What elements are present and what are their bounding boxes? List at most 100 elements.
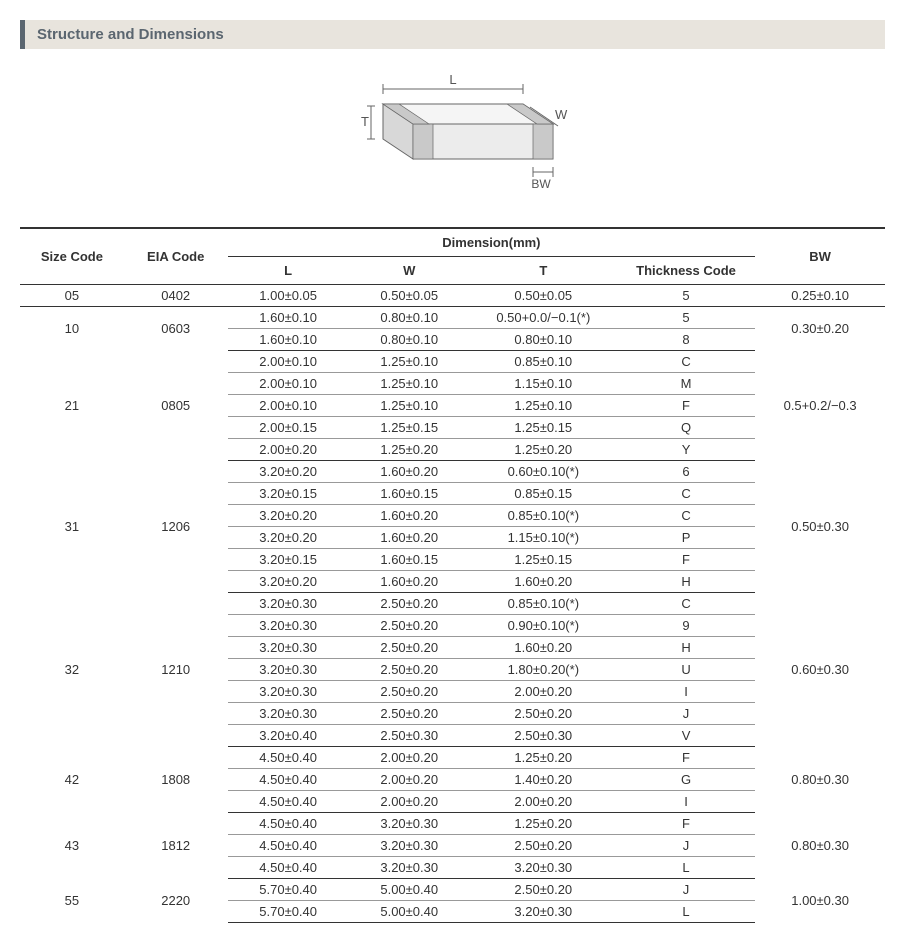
cell-t: 1.40±0.20 (470, 769, 617, 791)
cell-bw: 0.30±0.20 (755, 307, 885, 351)
cell-t: 1.25±0.20 (470, 747, 617, 769)
cell-thick: 8 (617, 329, 755, 351)
cell-thick: M (617, 373, 755, 395)
cell-w: 2.50±0.20 (349, 703, 470, 725)
cell-w: 2.50±0.20 (349, 637, 470, 659)
table-row: 0504021.00±0.050.50±0.050.50±0.0550.25±0… (20, 285, 885, 307)
cell-size-code: 32 (20, 593, 124, 747)
cell-eia-code: 0603 (124, 307, 228, 351)
cell-l: 3.20±0.30 (228, 703, 349, 725)
table-row: 3112063.20±0.201.60±0.200.60±0.10(*)60.5… (20, 461, 885, 483)
cell-t: 1.80±0.20(*) (470, 659, 617, 681)
cell-t: 0.80±0.10 (470, 329, 617, 351)
col-bw: BW (755, 228, 885, 285)
cell-l: 3.20±0.30 (228, 681, 349, 703)
cell-t: 0.85±0.10(*) (470, 593, 617, 615)
cell-l: 2.00±0.10 (228, 395, 349, 417)
cell-eia-code: 2220 (124, 879, 228, 923)
table-row: 4318124.50±0.403.20±0.301.25±0.20F0.80±0… (20, 813, 885, 835)
cell-l: 1.00±0.05 (228, 285, 349, 307)
cell-thick: 5 (617, 285, 755, 307)
cell-eia-code: 0402 (124, 285, 228, 307)
cell-size-code: 31 (20, 461, 124, 593)
cell-w: 5.00±0.40 (349, 901, 470, 923)
diagram-label-BW: BW (531, 177, 551, 191)
cell-t: 2.00±0.20 (470, 791, 617, 813)
cell-thick: 6 (617, 461, 755, 483)
cell-w: 1.60±0.20 (349, 505, 470, 527)
cell-w: 3.20±0.30 (349, 857, 470, 879)
cell-l: 2.00±0.20 (228, 439, 349, 461)
cell-t: 2.00±0.20 (470, 681, 617, 703)
col-dimension: Dimension(mm) (228, 228, 756, 257)
cell-w: 1.25±0.10 (349, 373, 470, 395)
cell-t: 1.25±0.20 (470, 813, 617, 835)
cell-thick: 9 (617, 615, 755, 637)
cell-t: 2.50±0.20 (470, 879, 617, 901)
cell-l: 4.50±0.40 (228, 747, 349, 769)
cell-thick: F (617, 395, 755, 417)
cell-thick: G (617, 769, 755, 791)
cell-l: 3.20±0.20 (228, 461, 349, 483)
cell-t: 1.25±0.20 (470, 439, 617, 461)
cell-l: 2.00±0.10 (228, 373, 349, 395)
cell-t: 1.60±0.20 (470, 571, 617, 593)
table-row: 3212103.20±0.302.50±0.200.85±0.10(*)C0.6… (20, 593, 885, 615)
cell-t: 1.25±0.15 (470, 549, 617, 571)
cell-t: 1.25±0.10 (470, 395, 617, 417)
dimension-diagram: L W T BW (20, 64, 885, 207)
cell-l: 3.20±0.30 (228, 659, 349, 681)
cell-l: 4.50±0.40 (228, 835, 349, 857)
cell-thick: L (617, 901, 755, 923)
diagram-label-T: T (361, 114, 369, 129)
table-row: 1006031.60±0.100.80±0.100.50+0.0/−0.1(*)… (20, 307, 885, 329)
section-title: Structure and Dimensions (37, 26, 224, 43)
cell-l: 3.20±0.30 (228, 593, 349, 615)
dimensions-table: Size Code EIA Code Dimension(mm) BW L W … (20, 227, 885, 923)
cell-w: 2.50±0.20 (349, 615, 470, 637)
cell-w: 1.60±0.20 (349, 571, 470, 593)
cell-thick: J (617, 835, 755, 857)
cell-l: 4.50±0.40 (228, 769, 349, 791)
cell-eia-code: 0805 (124, 351, 228, 461)
cell-t: 1.15±0.10 (470, 373, 617, 395)
cell-l: 4.50±0.40 (228, 791, 349, 813)
cell-t: 3.20±0.30 (470, 857, 617, 879)
cell-w: 2.50±0.20 (349, 593, 470, 615)
cell-t: 2.50±0.20 (470, 703, 617, 725)
col-thickness: Thickness Code (617, 257, 755, 285)
cell-l: 2.00±0.10 (228, 351, 349, 373)
cell-thick: C (617, 593, 755, 615)
cell-eia-code: 1812 (124, 813, 228, 879)
cell-l: 3.20±0.20 (228, 571, 349, 593)
diagram-label-L: L (449, 72, 456, 87)
table-row: 4218084.50±0.402.00±0.201.25±0.20F0.80±0… (20, 747, 885, 769)
cell-w: 2.00±0.20 (349, 791, 470, 813)
cell-l: 3.20±0.30 (228, 637, 349, 659)
cell-thick: C (617, 351, 755, 373)
cell-thick: Q (617, 417, 755, 439)
cell-l: 4.50±0.40 (228, 813, 349, 835)
cell-l: 4.50±0.40 (228, 857, 349, 879)
diagram-label-W: W (555, 107, 568, 122)
cell-thick: V (617, 725, 755, 747)
cell-bw: 0.60±0.30 (755, 593, 885, 747)
table-row: 5522205.70±0.405.00±0.402.50±0.20J1.00±0… (20, 879, 885, 901)
cell-l: 1.60±0.10 (228, 329, 349, 351)
cell-w: 1.60±0.15 (349, 483, 470, 505)
cell-thick: F (617, 549, 755, 571)
cell-size-code: 10 (20, 307, 124, 351)
cell-w: 2.50±0.20 (349, 659, 470, 681)
cell-l: 3.20±0.15 (228, 549, 349, 571)
cell-t: 0.85±0.10(*) (470, 505, 617, 527)
col-W: W (349, 257, 470, 285)
cell-thick: C (617, 483, 755, 505)
cell-thick: J (617, 879, 755, 901)
cell-l: 5.70±0.40 (228, 901, 349, 923)
cell-bw: 1.00±0.30 (755, 879, 885, 923)
cell-size-code: 43 (20, 813, 124, 879)
cell-w: 0.80±0.10 (349, 329, 470, 351)
cell-l: 5.70±0.40 (228, 879, 349, 901)
cell-thick: Y (617, 439, 755, 461)
cell-w: 1.60±0.20 (349, 527, 470, 549)
